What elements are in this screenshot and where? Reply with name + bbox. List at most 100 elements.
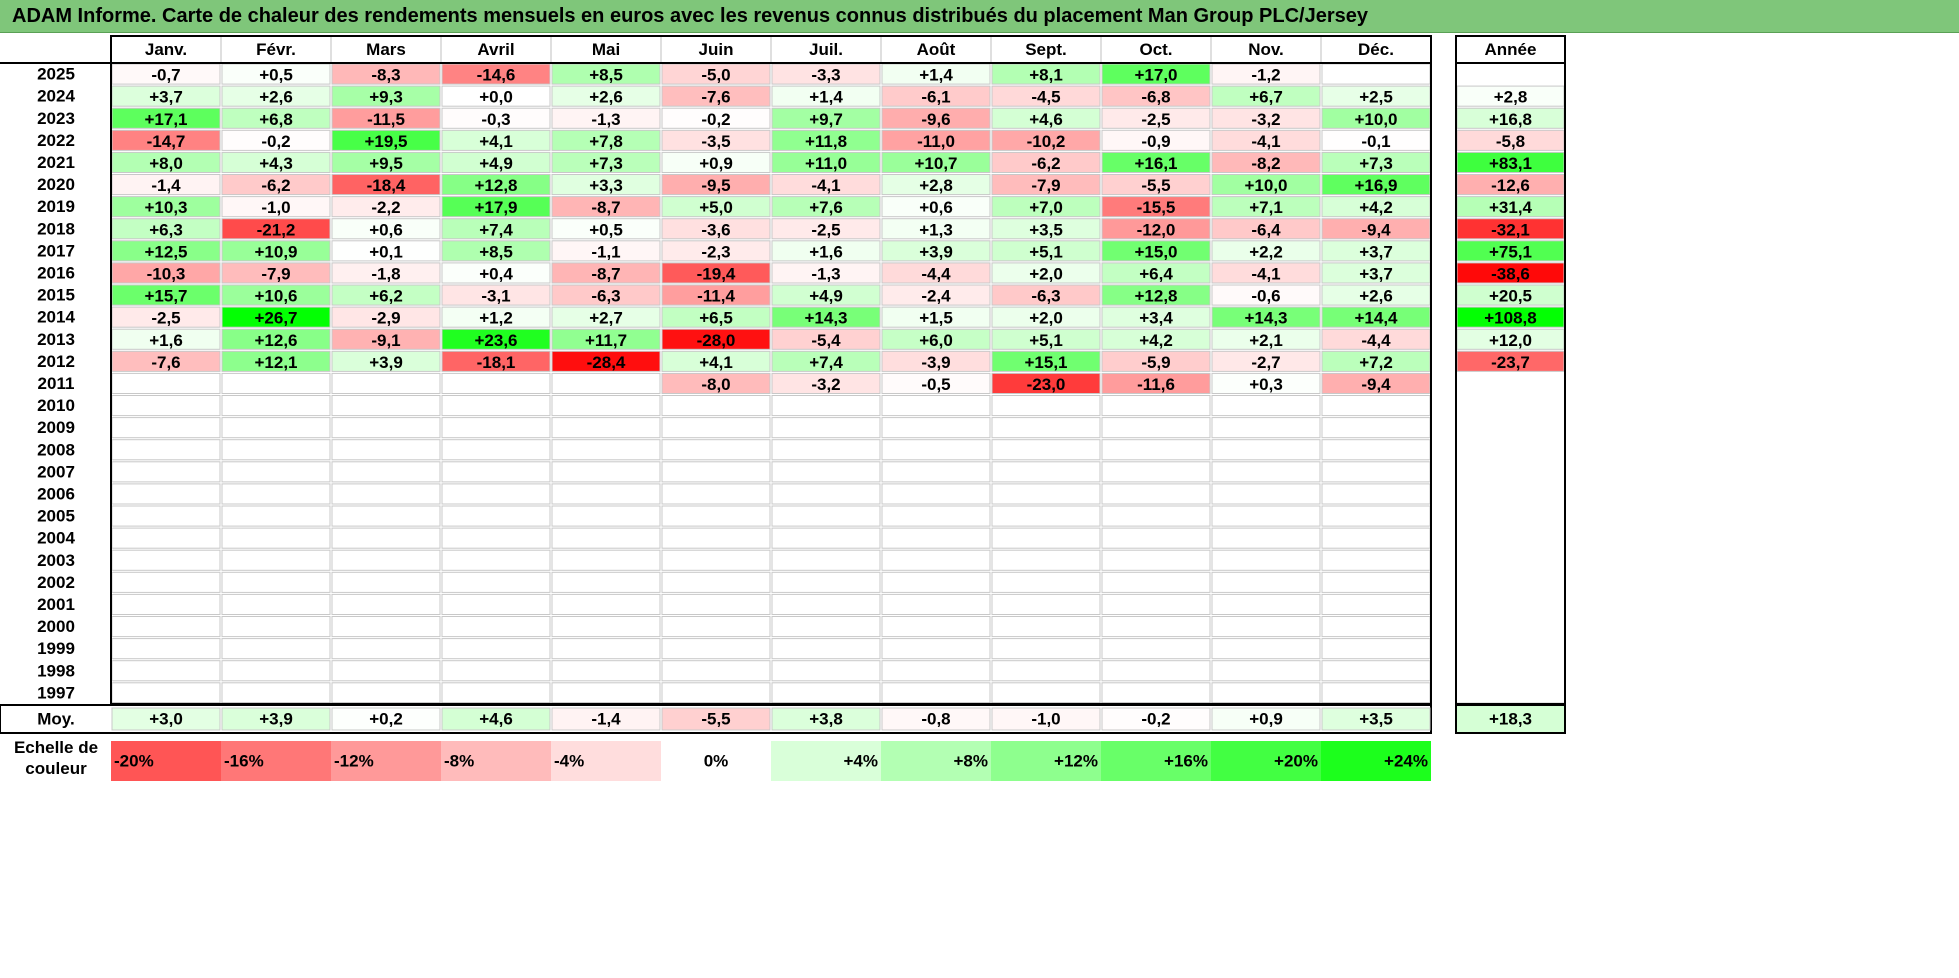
heatmap-cell — [331, 395, 441, 417]
heatmap-cell — [1101, 240, 1211, 262]
scale-step-label: 0% — [704, 752, 729, 771]
heatmap-cell — [331, 350, 441, 372]
cell-value: +6,0 — [919, 331, 953, 350]
cell-value: +14,3 — [1244, 309, 1287, 328]
cell-value: +2,1 — [1249, 331, 1283, 350]
cell-value: +2,6 — [1359, 287, 1393, 306]
cell-value: +15,7 — [144, 287, 187, 306]
cell-value: +12,8 — [1134, 287, 1177, 306]
heatmap-cell — [881, 593, 991, 616]
cell-value: +26,7 — [254, 309, 297, 328]
cell-value: +3,5 — [1029, 220, 1063, 239]
year-label: 2004 — [37, 529, 75, 548]
heatmap-cell — [991, 638, 1101, 660]
heatmap-cell — [991, 372, 1101, 394]
cell-value: +11,0 — [805, 154, 847, 173]
cell-value: +0,5 — [589, 220, 623, 239]
cell-value: +2,6 — [259, 88, 293, 107]
month-header: Avril — [477, 40, 514, 59]
cell-value: +6,4 — [1139, 264, 1173, 283]
heatmap-cell — [441, 107, 551, 129]
average-annual-cell — [1455, 704, 1566, 734]
cell-value: -2,5 — [151, 309, 180, 328]
heatmap-cell — [441, 328, 551, 350]
heatmap-cell — [331, 306, 441, 328]
heatmap-cell — [221, 616, 331, 638]
cell-value: -4,5 — [1031, 88, 1060, 107]
cell-value: -1,2 — [1251, 66, 1280, 85]
heatmap-cell — [1101, 395, 1211, 417]
average-cell — [771, 707, 881, 731]
heatmap-cell — [331, 174, 441, 196]
cell-value: -15,5 — [1137, 198, 1176, 217]
heatmap-cell — [771, 151, 881, 173]
year-label: 2010 — [37, 396, 75, 415]
heatmap-cell — [1101, 284, 1211, 306]
heatmap-cell — [551, 660, 661, 682]
heatmap-cell — [441, 129, 551, 151]
heatmap-cell — [221, 85, 331, 107]
heatmap-cell — [551, 616, 661, 638]
scale-swatch — [1101, 741, 1211, 781]
heatmap-cell — [991, 85, 1101, 107]
cell-value: -0,2 — [701, 110, 730, 129]
heatmap-cell — [551, 174, 661, 196]
heatmap-cell — [991, 306, 1101, 328]
cell-value: +7,2 — [1359, 353, 1393, 372]
cell-value: +10,9 — [254, 242, 297, 261]
heatmap-cell — [441, 196, 551, 218]
year-label: 2017 — [37, 241, 75, 260]
cell-value: -2,4 — [921, 287, 951, 306]
average-value: +3,0 — [149, 710, 183, 729]
average-cell — [1321, 707, 1431, 731]
heatmap-cell — [441, 461, 551, 483]
heatmap-cell — [881, 306, 991, 328]
heatmap-cell — [1211, 527, 1321, 549]
heatmap-cell — [441, 505, 551, 527]
average-value: -5,5 — [701, 710, 730, 729]
heatmap-cell — [1101, 350, 1211, 372]
heatmap-cell — [1101, 571, 1211, 593]
heatmap-cell — [1211, 85, 1321, 107]
cell-value: -3,2 — [811, 375, 840, 394]
heatmap-cell — [1101, 151, 1211, 173]
cell-value: -18,1 — [477, 353, 516, 372]
annual-value: +2,8 — [1494, 88, 1528, 107]
year-label: 2003 — [37, 551, 75, 570]
cell-value: +0,4 — [479, 264, 513, 283]
heatmap-cell — [1321, 660, 1431, 682]
cell-value: -6,2 — [1031, 154, 1060, 173]
cell-value: +3,7 — [1359, 264, 1393, 283]
scale-step-label: -8% — [444, 752, 474, 771]
heatmap-cell — [1211, 439, 1321, 461]
year-label: 2018 — [37, 219, 75, 238]
heatmap-cell — [661, 218, 771, 240]
heatmap-cell — [1211, 638, 1321, 660]
cell-value: -11,6 — [1137, 375, 1175, 394]
heatmap-cell — [881, 660, 991, 682]
cell-value: +10,0 — [1354, 110, 1397, 129]
annual-value: +16,8 — [1489, 110, 1532, 129]
heatmap-cell — [661, 483, 771, 505]
cell-value: -12,0 — [1137, 220, 1176, 239]
year-label: 2020 — [37, 175, 75, 194]
cell-value: -6,4 — [1251, 220, 1281, 239]
average-cell — [331, 707, 441, 731]
heatmap-cell — [881, 527, 991, 549]
cell-value: -2,5 — [1141, 110, 1170, 129]
cell-value: +4,9 — [809, 287, 843, 306]
year-label: 2006 — [37, 484, 75, 503]
cell-value: +4,9 — [479, 154, 513, 173]
cell-value: +8,1 — [1029, 66, 1063, 85]
cell-value: +4,2 — [1139, 331, 1173, 350]
cell-value: +7,0 — [1029, 198, 1063, 217]
cell-value: -2,3 — [701, 242, 730, 261]
heatmap-cell — [441, 682, 551, 704]
cell-value: +1,3 — [919, 220, 953, 239]
cell-value: -6,1 — [921, 88, 950, 107]
average-cell — [551, 707, 661, 731]
cell-value: -10,3 — [147, 264, 186, 283]
heatmap-cell — [881, 129, 991, 151]
heatmap-cell — [1101, 660, 1211, 682]
scale-step-label: +16% — [1164, 752, 1208, 771]
